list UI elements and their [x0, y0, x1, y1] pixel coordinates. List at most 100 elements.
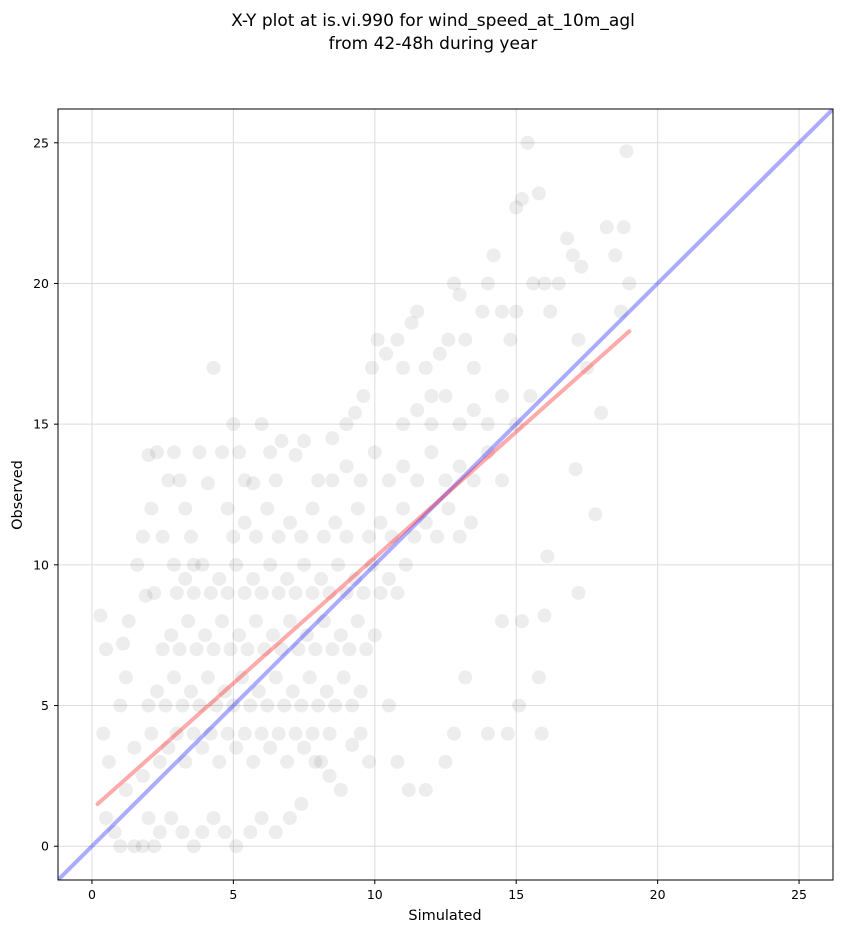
data-point	[192, 445, 207, 460]
data-point	[568, 462, 583, 477]
data-point	[512, 698, 527, 713]
data-point	[200, 476, 215, 491]
data-point	[178, 501, 193, 516]
data-point	[410, 473, 425, 488]
data-point	[291, 642, 306, 657]
data-point	[254, 417, 269, 432]
data-point	[237, 726, 252, 741]
x-axis-label: Simulated	[408, 908, 481, 924]
data-point	[178, 571, 193, 586]
data-point	[172, 473, 187, 488]
data-point	[308, 754, 323, 769]
data-point	[384, 529, 399, 544]
data-point	[565, 248, 580, 263]
data-point	[113, 839, 128, 854]
data-point	[169, 585, 184, 600]
data-point	[503, 332, 518, 347]
data-point	[458, 670, 473, 685]
data-point	[362, 529, 377, 544]
data-point	[367, 445, 382, 460]
data-point	[480, 445, 495, 460]
fit-line	[95, 329, 632, 807]
data-point	[229, 557, 244, 572]
data-point	[198, 628, 213, 643]
data-point	[294, 698, 309, 713]
data-point	[183, 529, 198, 544]
data-point	[107, 825, 122, 840]
data-point	[271, 529, 286, 544]
data-point	[438, 754, 453, 769]
data-point	[158, 698, 173, 713]
data-point	[342, 642, 357, 657]
data-point	[118, 782, 133, 797]
data-point	[178, 754, 193, 769]
data-point	[424, 389, 439, 404]
data-point	[350, 614, 365, 629]
data-point	[486, 248, 501, 263]
data-point	[138, 588, 153, 603]
data-point	[537, 276, 552, 291]
data-point	[480, 417, 495, 432]
data-point	[240, 642, 255, 657]
x-tick-label-1: 5	[229, 887, 237, 902]
data-point	[364, 360, 379, 375]
data-point	[116, 636, 131, 651]
data-point	[418, 360, 433, 375]
data-point	[254, 585, 269, 600]
data-point	[220, 726, 235, 741]
chart-title-line-2: from 42-48h during year	[329, 34, 538, 54]
data-point	[305, 501, 320, 516]
data-point	[232, 445, 247, 460]
data-point	[396, 501, 411, 516]
data-point	[152, 825, 167, 840]
data-point	[217, 684, 232, 699]
plot-frame	[57, 108, 834, 881]
one-to-one-line	[58, 109, 833, 880]
data-point	[367, 628, 382, 643]
data-point	[183, 684, 198, 699]
y-tick-label-1: 5	[41, 698, 49, 713]
data-point	[398, 557, 413, 572]
data-point	[297, 557, 312, 572]
data-point	[328, 515, 343, 530]
data-point	[288, 726, 303, 741]
data-point	[186, 726, 201, 741]
data-point	[311, 473, 326, 488]
data-point	[551, 276, 566, 291]
data-point	[608, 248, 623, 263]
data-point	[325, 473, 340, 488]
data-point	[390, 754, 405, 769]
data-point	[246, 476, 261, 491]
chart-title: X-Y plot at is.vi.990 for wind_speed_at_…	[231, 11, 635, 54]
data-point	[274, 434, 289, 449]
data-point	[200, 670, 215, 685]
data-point	[396, 417, 411, 432]
data-point	[537, 608, 552, 623]
data-point	[135, 839, 150, 854]
data-point	[217, 825, 232, 840]
data-point	[319, 684, 334, 699]
data-point	[206, 642, 221, 657]
data-point	[246, 754, 261, 769]
data-point	[147, 839, 162, 854]
data-point	[274, 642, 289, 657]
data-point	[345, 737, 360, 752]
data-point	[540, 549, 555, 564]
data-point	[203, 726, 218, 741]
data-point	[263, 740, 278, 755]
data-point	[560, 231, 575, 246]
data-point	[314, 571, 329, 586]
data-point	[141, 698, 156, 713]
data-point	[118, 670, 133, 685]
data-point	[195, 557, 210, 572]
data-point	[381, 473, 396, 488]
data-point	[297, 740, 312, 755]
data-point	[339, 585, 354, 600]
data-point	[294, 529, 309, 544]
data-point	[175, 825, 190, 840]
data-point	[514, 192, 529, 207]
data-point	[166, 557, 181, 572]
data-point	[480, 726, 495, 741]
data-point	[113, 698, 128, 713]
data-point	[248, 614, 263, 629]
